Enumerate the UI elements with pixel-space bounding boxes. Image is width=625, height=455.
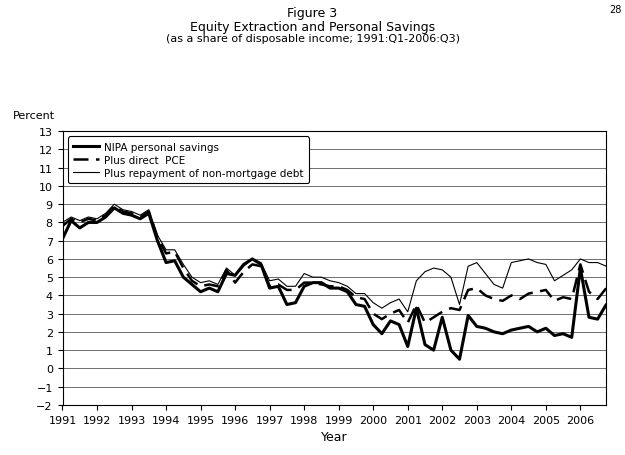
Text: (as a share of disposable income; 1991:Q1-2006:Q3): (as a share of disposable income; 1991:Q…	[166, 34, 459, 44]
Text: Figure 3: Figure 3	[288, 7, 338, 20]
Text: 28: 28	[609, 5, 622, 15]
Text: Percent: Percent	[12, 111, 54, 121]
Legend: NIPA personal savings, Plus direct  PCE, Plus repayment of non-mortgage debt: NIPA personal savings, Plus direct PCE, …	[68, 137, 309, 184]
Text: Equity Extraction and Personal Savings: Equity Extraction and Personal Savings	[190, 20, 435, 34]
X-axis label: Year: Year	[321, 430, 348, 443]
